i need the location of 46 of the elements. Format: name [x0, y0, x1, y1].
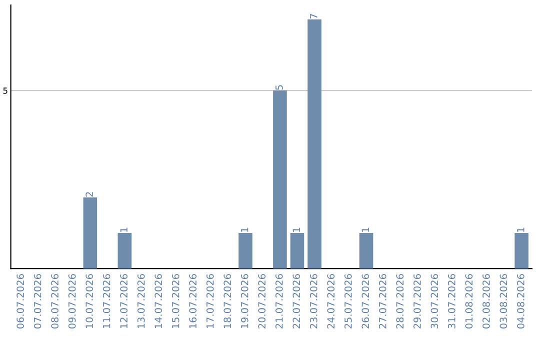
x-tick-label: 16.07.2026	[189, 274, 197, 328]
bar	[514, 232, 528, 269]
x-tick-label: 10.07.2026	[86, 274, 93, 328]
x-tick-label: 07.07.2026	[34, 274, 42, 328]
x-tick-label: 22.07.2026	[292, 274, 300, 328]
data-label: 1	[292, 228, 300, 232]
x-tick-label: 27.07.2026	[378, 274, 386, 328]
x-tick-label: 21.07.2026	[275, 274, 283, 328]
bar	[118, 232, 132, 269]
x-tick-label: 31.07.2026	[448, 274, 456, 328]
x-tick-label: 01.08.2026	[465, 274, 473, 328]
x-tick-label: 04.08.2026	[517, 274, 524, 328]
x-tick-label: 25.07.2026	[344, 274, 352, 328]
data-label: 1	[517, 228, 524, 232]
data-label: 1	[362, 228, 369, 232]
bar	[83, 197, 98, 269]
x-tick-label: 29.07.2026	[413, 274, 421, 328]
bar	[290, 232, 304, 269]
bar	[273, 90, 287, 269]
x-tick-label: 24.07.2026	[327, 274, 335, 328]
x-tick-label: 11.07.2026	[102, 274, 110, 328]
bar	[359, 232, 374, 269]
data-label: 2	[86, 192, 93, 197]
x-tick-label: 09.07.2026	[68, 274, 76, 328]
x-tick-label: 26.07.2026	[362, 274, 370, 328]
bar	[238, 232, 252, 269]
x-tick-label: 03.08.2026	[500, 274, 508, 328]
x-tick-label: 18.07.2026	[224, 274, 232, 328]
data-label: 1	[241, 228, 248, 232]
data-label: 7	[310, 14, 318, 19]
x-tick-label: 08.07.2026	[51, 274, 58, 328]
bar	[308, 19, 322, 269]
data-label: 1	[120, 228, 128, 232]
x-tick-label: 14.07.2026	[154, 274, 162, 328]
x-tick-label: 17.07.2026	[206, 274, 214, 328]
x-tick-label: 28.07.2026	[396, 274, 404, 328]
x-tick-label: 15.07.2026	[172, 274, 180, 328]
x-tick-label: 02.08.2026	[482, 274, 490, 328]
x-tick-label: 13.07.2026	[137, 274, 145, 328]
x-tick-label: 30.07.2026	[430, 274, 438, 328]
x-tick-label: 19.07.2026	[240, 274, 248, 328]
x-tick-label: 20.07.2026	[258, 274, 266, 328]
x-tick-label: 23.07.2026	[310, 274, 318, 328]
data-label: 5	[276, 85, 283, 90]
x-tick-label: 12.07.2026	[120, 274, 128, 328]
x-tick-label: 06.07.2026	[16, 274, 24, 328]
